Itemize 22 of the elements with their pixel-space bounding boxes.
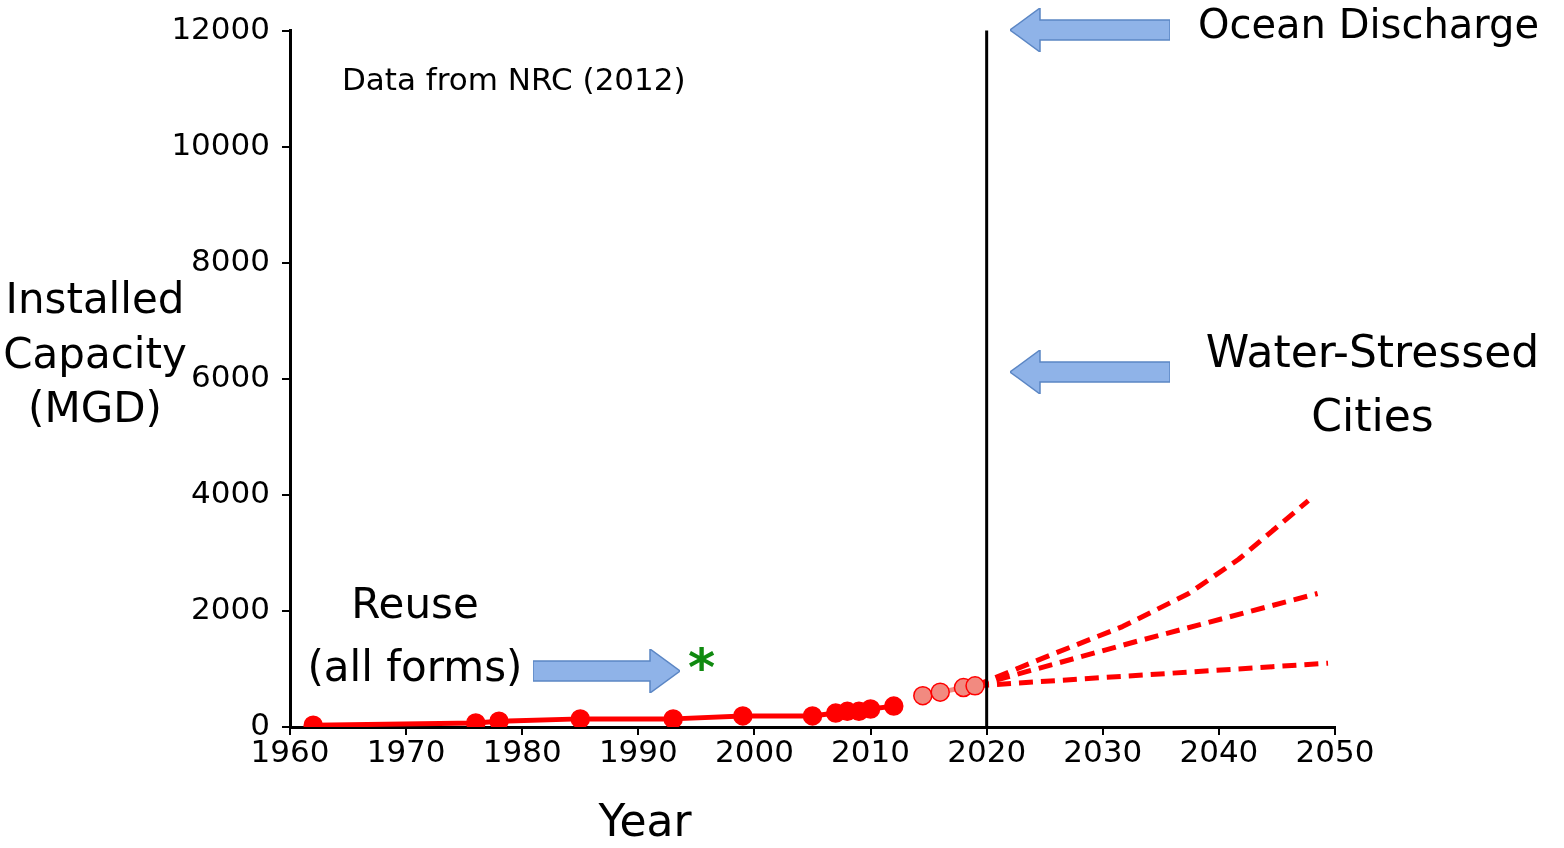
y-tick-label: 8000	[191, 241, 270, 278]
x-tick-label: 2040	[1179, 732, 1259, 769]
annotation: Ocean Discharge	[1198, 0, 1540, 49]
annotation: Reuse (all forms)	[306, 578, 524, 693]
x-tick-label: 1990	[598, 732, 678, 769]
x-tick-label: 1970	[366, 732, 446, 769]
x-axis-title: Year	[597, 795, 693, 848]
y-axis-title: Installed Capacity (MGD)	[2, 273, 188, 435]
x-tick-label: 2030	[1063, 732, 1143, 769]
x-tick-label: 2000	[714, 732, 794, 769]
annotation: Data from NRC (2012)	[342, 60, 686, 99]
x-tick-label: 2020	[947, 732, 1027, 769]
annotation: Water-Stressed Cities	[1204, 325, 1541, 443]
y-tick-label: 6000	[191, 357, 270, 394]
annotation: *	[688, 636, 716, 699]
y-tick-label: 2000	[191, 589, 270, 626]
x-tick-label: 2050	[1295, 732, 1375, 769]
y-tick-label: 10000	[171, 125, 270, 162]
x-tick-label: 1980	[482, 732, 562, 769]
y-tick-label: 12000	[171, 9, 270, 46]
y-tick-label: 4000	[191, 473, 270, 510]
x-tick-label: 2010	[831, 732, 911, 769]
